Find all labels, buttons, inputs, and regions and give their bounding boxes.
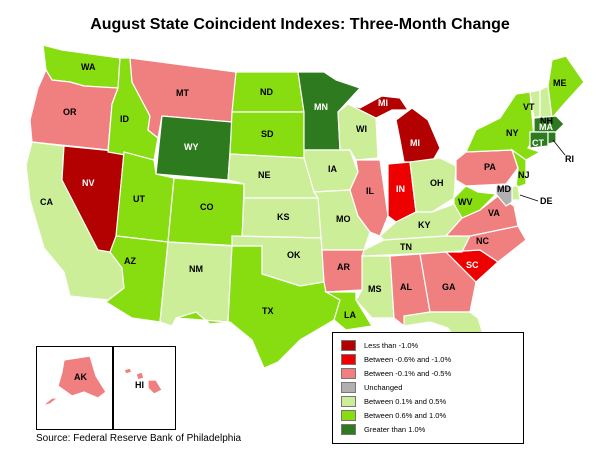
label-RI: RI xyxy=(565,154,574,164)
label-WY: WY xyxy=(184,142,199,152)
legend-swatch xyxy=(341,367,356,379)
label-MD: MD xyxy=(497,184,511,194)
label-NE: NE xyxy=(258,170,271,180)
label-AR: AR xyxy=(337,262,350,272)
alaska-inset-box xyxy=(36,346,114,430)
legend-swatch xyxy=(341,381,356,393)
label-NC: NC xyxy=(476,236,489,246)
label-WA: WA xyxy=(81,62,96,72)
label-IN: IN xyxy=(396,184,405,194)
label-MA: MA xyxy=(539,122,553,132)
ri-leader-line xyxy=(552,139,566,156)
legend-row: Less than -1.0% xyxy=(341,339,418,351)
state-CT[interactable] xyxy=(529,131,549,149)
legend-label: Between -0.6% and -1.0% xyxy=(364,354,452,364)
label-ME: ME xyxy=(553,78,567,88)
label-AZ: AZ xyxy=(124,256,136,266)
label-OH: OH xyxy=(430,178,444,188)
label-HI: HI xyxy=(135,380,144,390)
legend: Less than -1.0% Between -0.6% and -1.0% … xyxy=(332,332,524,444)
label-SC: SC xyxy=(466,260,479,270)
state-IL[interactable] xyxy=(349,159,389,237)
legend-swatch xyxy=(341,409,356,421)
label-NY: NY xyxy=(506,128,519,138)
label-IA: IA xyxy=(328,164,338,174)
state-AK[interactable] xyxy=(41,355,107,407)
state-NJ[interactable] xyxy=(510,148,527,189)
state-MI[interactable] xyxy=(347,95,441,163)
label-NM: NM xyxy=(189,264,203,274)
label-WV: WV xyxy=(458,197,473,207)
legend-label: Unchanged xyxy=(364,382,403,392)
label-TX: TX xyxy=(262,306,274,316)
state-TX[interactable] xyxy=(175,245,341,369)
label-MS: MS xyxy=(368,284,382,294)
legend-row: Unchanged xyxy=(341,381,402,393)
label-AL: AL xyxy=(400,282,412,292)
label-MI-upper: MI xyxy=(378,98,388,108)
state-MD[interactable] xyxy=(495,185,513,207)
legend-row: Between -0.1% and -0.5% xyxy=(341,367,451,379)
legend-label: Between 0.1% and 0.5% xyxy=(364,396,447,406)
label-KS: KS xyxy=(277,212,290,222)
de-leader-line xyxy=(519,194,539,202)
label-NH: NH xyxy=(540,116,553,126)
label-ID: ID xyxy=(120,114,130,124)
label-OR: OR xyxy=(63,107,77,117)
label-MO: MO xyxy=(336,214,351,224)
label-CA: CA xyxy=(40,197,53,207)
label-NV: NV xyxy=(82,178,95,188)
label-TN: TN xyxy=(400,242,412,252)
label-MT: MT xyxy=(176,88,189,98)
state-DE[interactable] xyxy=(511,185,521,201)
label-SD: SD xyxy=(261,129,274,139)
label-CT: CT xyxy=(532,138,544,148)
legend-swatch xyxy=(341,395,356,407)
legend-row: Between 0.1% and 0.5% xyxy=(341,395,446,407)
source-note: Source: Federal Reserve Bank of Philadel… xyxy=(36,433,242,444)
label-VT: VT xyxy=(523,102,535,112)
label-KY: KY xyxy=(418,220,431,230)
label-NJ: NJ xyxy=(518,170,530,180)
legend-swatch xyxy=(341,353,356,365)
label-GA: GA xyxy=(442,282,456,292)
label-CO: CO xyxy=(200,202,214,212)
legend-swatch xyxy=(341,423,356,435)
state-GA[interactable] xyxy=(419,251,477,313)
state-MA[interactable] xyxy=(533,115,565,133)
label-LA: LA xyxy=(344,310,356,320)
label-VA: VA xyxy=(488,208,500,218)
label-AK: AK xyxy=(74,372,87,382)
legend-row: Between 0.6% and 1.0% xyxy=(341,409,446,421)
legend-row: Between -0.6% and -1.0% xyxy=(341,353,451,365)
state-AR[interactable] xyxy=(321,249,365,293)
legend-label: Greater than 1.0% xyxy=(364,424,426,434)
label-OK: OK xyxy=(287,250,301,260)
label-ND: ND xyxy=(260,87,273,97)
label-MN: MN xyxy=(314,102,328,112)
label-PA: PA xyxy=(484,162,496,172)
label-UT: UT xyxy=(133,194,145,204)
legend-label: Less than -1.0% xyxy=(364,340,419,350)
map-title: August State Coincident Indexes: Three-M… xyxy=(90,16,510,33)
legend-label: Between -0.1% and -0.5% xyxy=(364,368,452,378)
state-WV[interactable] xyxy=(453,185,498,219)
label-DE: DE xyxy=(540,196,553,206)
hawaii-inset-box xyxy=(112,346,176,430)
state-LA[interactable] xyxy=(323,291,373,331)
label-MI: MI xyxy=(410,138,420,148)
legend-row: Greater than 1.0% xyxy=(341,423,425,435)
state-HI[interactable] xyxy=(123,367,163,395)
legend-swatch xyxy=(341,339,356,351)
legend-label: Between 0.6% and 1.0% xyxy=(364,410,447,420)
label-WI: WI xyxy=(356,124,367,134)
label-IL: IL xyxy=(366,186,375,196)
